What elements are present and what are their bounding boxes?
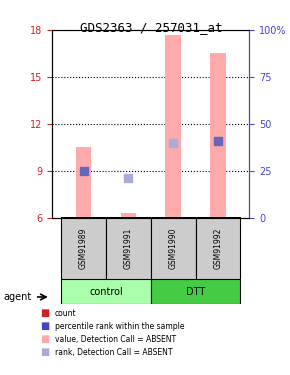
Text: GSM91992: GSM91992 [213,228,222,269]
Text: ■: ■ [41,348,50,357]
Text: GSM91991: GSM91991 [124,228,133,269]
FancyBboxPatch shape [151,217,196,279]
Point [126,176,131,181]
Text: count: count [55,309,77,318]
Text: control: control [89,286,123,297]
FancyBboxPatch shape [61,217,106,279]
Bar [76,147,91,218]
Point [216,138,220,144]
Text: ■: ■ [41,308,50,318]
FancyBboxPatch shape [106,217,151,279]
Bar [165,35,181,218]
Text: percentile rank within the sample: percentile rank within the sample [55,322,185,331]
Text: GSM91989: GSM91989 [79,228,88,269]
Text: ■: ■ [41,321,50,331]
Text: rank, Detection Call = ABSENT: rank, Detection Call = ABSENT [55,348,173,357]
Text: value, Detection Call = ABSENT: value, Detection Call = ABSENT [55,335,176,344]
Text: agent: agent [3,292,31,302]
Point [81,168,86,174]
Text: GDS2363 / 257031_at: GDS2363 / 257031_at [79,21,222,34]
Bar [121,213,136,217]
Point [171,140,175,146]
Text: GSM91990: GSM91990 [169,228,178,269]
Bar [210,54,226,217]
Text: DTT: DTT [186,286,205,297]
FancyBboxPatch shape [61,279,151,304]
FancyBboxPatch shape [196,217,240,279]
Text: ■: ■ [41,334,50,344]
FancyBboxPatch shape [151,279,240,304]
